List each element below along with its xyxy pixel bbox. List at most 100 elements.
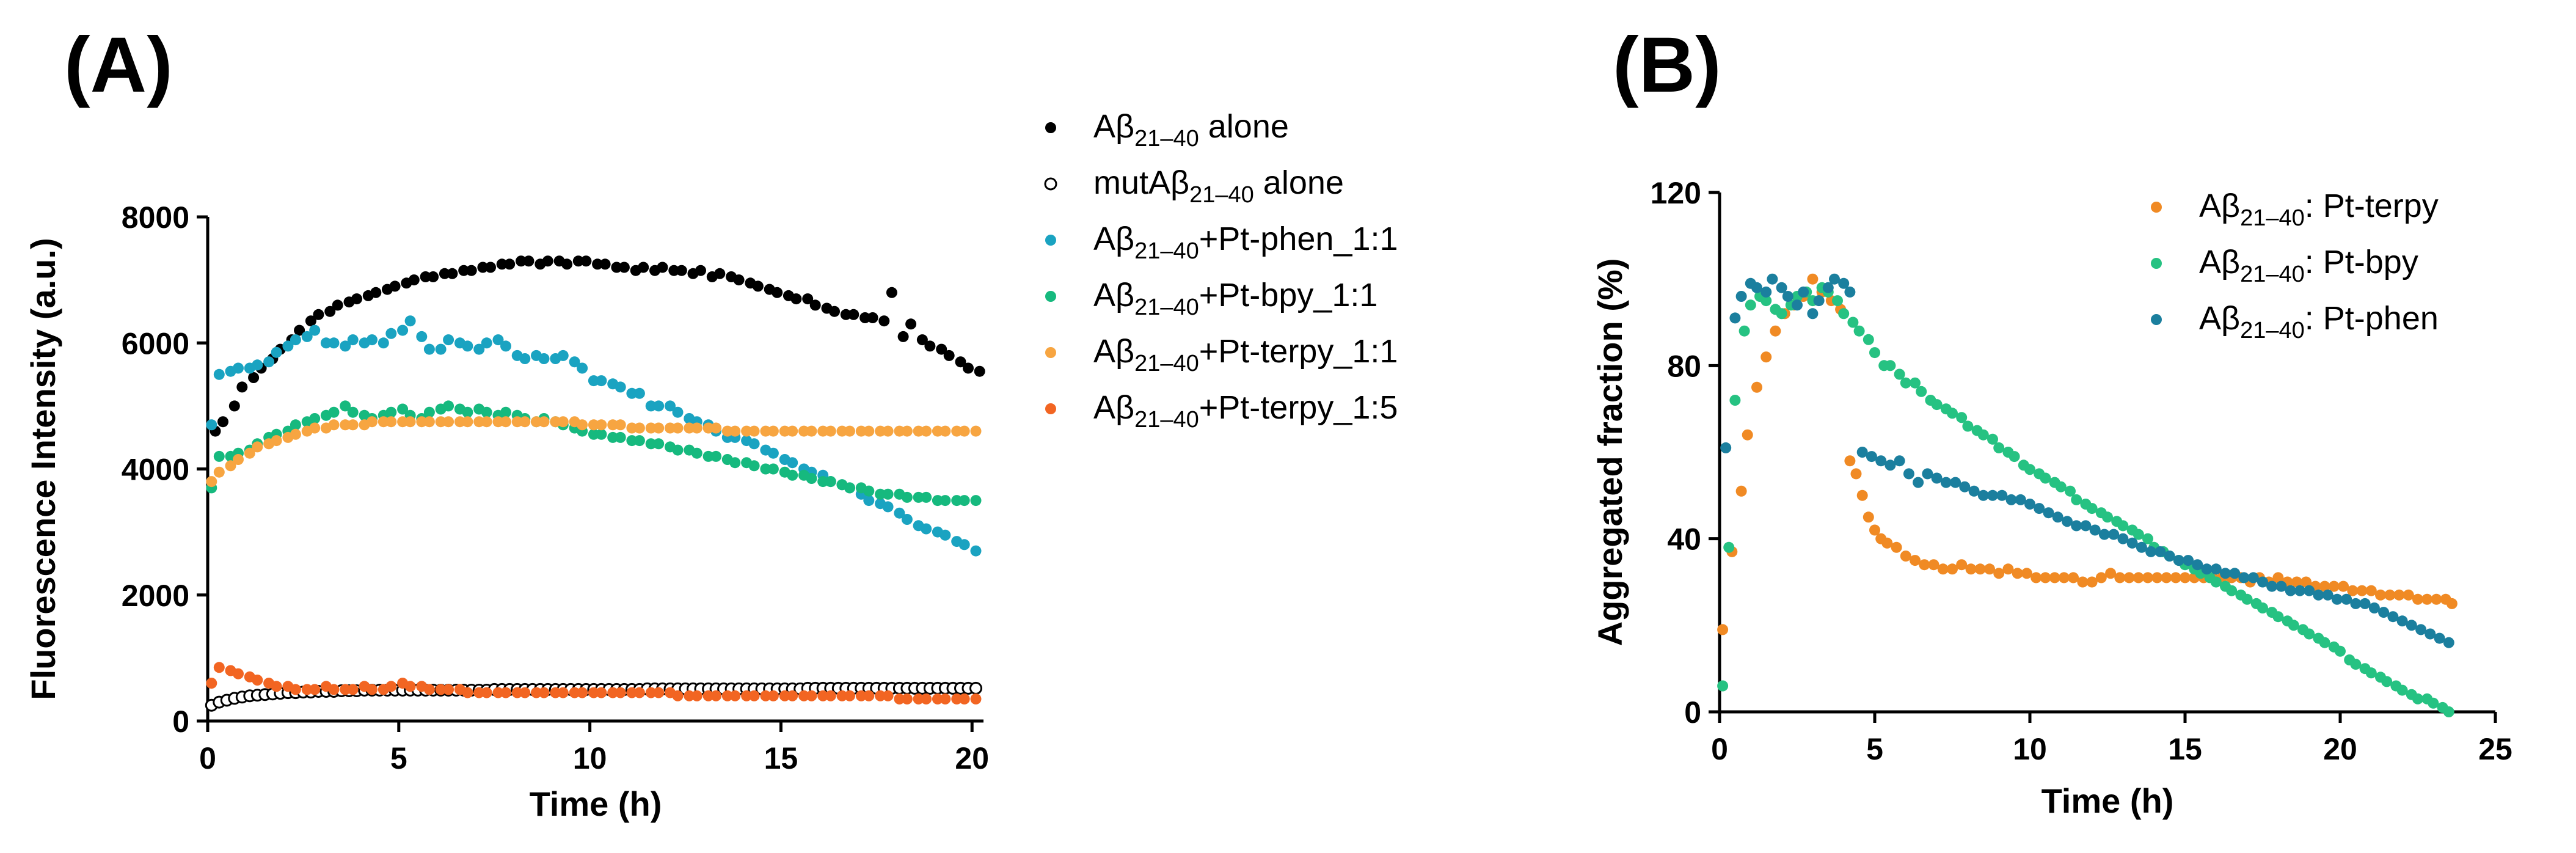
data-point — [244, 447, 255, 459]
data-point — [940, 529, 951, 541]
data-point — [963, 362, 974, 374]
data-point — [936, 343, 947, 355]
data-point — [878, 315, 890, 327]
data-point — [1798, 286, 1809, 298]
data-point — [855, 425, 867, 437]
data-point — [844, 690, 855, 701]
legend-label: mutAβ21–40 alone — [1093, 164, 1344, 208]
data-point — [729, 457, 741, 469]
x-tick-label: 10 — [2013, 732, 2047, 766]
data-point — [550, 416, 561, 428]
data-point — [1947, 563, 1958, 575]
data-point — [2220, 568, 2231, 579]
data-point — [500, 406, 511, 418]
data-point — [2319, 637, 2330, 648]
data-point — [806, 690, 817, 701]
data-point — [882, 690, 894, 701]
data-point — [1937, 563, 1949, 575]
data-point — [370, 287, 382, 298]
data-point — [894, 507, 905, 519]
data-point — [901, 693, 913, 705]
data-point — [901, 491, 913, 503]
data-point — [2425, 628, 2436, 640]
data-point — [2210, 563, 2222, 575]
data-point — [213, 368, 225, 380]
data-point — [668, 265, 680, 276]
data-point — [252, 359, 263, 371]
data-point — [2155, 546, 2166, 557]
data-point — [2170, 572, 2181, 584]
data-point — [481, 416, 492, 428]
legend-label-main: Aβ — [2199, 300, 2240, 337]
data-point — [729, 425, 741, 437]
data-point — [951, 693, 963, 705]
data-point — [2058, 572, 2070, 584]
legend-label-subscript: 21–40 — [1134, 351, 1199, 376]
data-point — [702, 422, 714, 434]
legend-label: Aβ21–40: Pt-bpy — [2199, 244, 2418, 287]
data-point — [2294, 585, 2305, 596]
data-point — [752, 280, 764, 292]
data-point — [313, 309, 324, 320]
data-point — [2021, 568, 2032, 579]
data-point — [1761, 295, 1772, 307]
data-point — [477, 262, 489, 273]
legend-marker — [2151, 258, 2162, 269]
data-point — [657, 262, 668, 273]
data-point — [921, 523, 932, 535]
data-point — [695, 265, 706, 276]
data-point — [416, 331, 428, 342]
data-point — [710, 450, 722, 462]
data-point — [1751, 381, 1762, 393]
data-point — [2012, 568, 2023, 579]
data-point — [1987, 489, 1998, 501]
data-point — [748, 425, 760, 437]
legend-marker — [2151, 202, 2162, 213]
data-point — [465, 265, 477, 276]
data-point — [886, 287, 897, 298]
data-point — [615, 381, 626, 393]
data-point — [615, 687, 626, 698]
data-point — [691, 690, 702, 701]
series-2 — [1720, 273, 2454, 648]
data-point — [328, 337, 340, 349]
data-point — [2359, 598, 2371, 609]
data-point — [252, 675, 263, 686]
data-point — [420, 271, 431, 282]
legend-label-tail: +Pt-phen_1:1 — [1199, 221, 1398, 257]
data-point — [2031, 572, 2042, 584]
data-point — [955, 356, 966, 368]
legend-label: Aβ21–40: Pt-phen — [2199, 300, 2439, 343]
data-point — [516, 255, 527, 267]
x-tick-label: 20 — [955, 741, 989, 775]
data-point — [2210, 576, 2222, 588]
data-point — [588, 687, 599, 698]
data-point — [538, 353, 550, 364]
data-point — [2275, 580, 2287, 592]
data-point — [309, 422, 321, 434]
data-point — [340, 400, 351, 412]
data-point — [1910, 377, 1921, 389]
y-tick-label: 6000 — [122, 326, 189, 361]
data-point — [454, 416, 465, 428]
data-point — [626, 435, 638, 447]
data-point — [958, 495, 970, 507]
data-point — [213, 466, 225, 478]
data-point — [702, 690, 714, 701]
data-point — [252, 441, 263, 453]
data-point — [2387, 611, 2399, 623]
data-point — [596, 375, 607, 387]
panel-a: (A) 0 5 10 15 20 0 2000 4000 6000 8000 Time (h) Fluo… — [24, 21, 1398, 823]
data-point — [1900, 377, 1911, 389]
data-point — [1735, 485, 1747, 497]
data-point — [588, 375, 599, 387]
data-point — [282, 340, 294, 352]
data-point — [940, 495, 951, 507]
data-point — [2434, 632, 2445, 644]
data-point — [1885, 360, 1896, 372]
data-point — [447, 268, 458, 279]
data-point — [347, 334, 359, 346]
data-point — [787, 425, 798, 437]
data-point — [1856, 489, 1868, 501]
